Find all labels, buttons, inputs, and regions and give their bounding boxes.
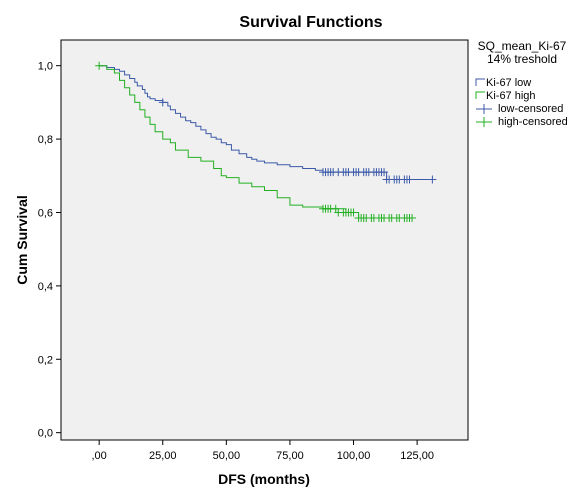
y-axis-label: Cum Survival [14, 195, 30, 284]
x-tick-label: 75,00 [276, 450, 304, 462]
x-tick-label: 50,00 [213, 450, 241, 462]
plot-area [60, 39, 469, 441]
survival-curves [99, 65, 433, 219]
censor-marks [95, 61, 437, 222]
chart-title: Survival Functions [239, 14, 382, 31]
x-tick-label: ,00 [92, 450, 107, 462]
survival-curve-low [99, 65, 433, 180]
x-tick-label: 25,00 [149, 450, 177, 462]
survival-curve-high [99, 65, 413, 219]
y-tick-label: 0,0 [38, 428, 53, 440]
legend: SQ_mean_Ki-67 14% treshold Ki-67 low Ki-… [475, 39, 568, 128]
legend-plus-icon [476, 117, 492, 127]
y-tick-label: 0,4 [38, 281, 53, 293]
legend-plus-icon [476, 104, 492, 114]
high-censor-mark [408, 213, 417, 222]
legend-title-line1: SQ_mean_Ki-67 [478, 39, 567, 53]
low-censor-mark [380, 168, 389, 177]
x-axis-label: DFS (months) [218, 471, 310, 487]
legend-entry-high-censored: high-censored [498, 116, 568, 128]
y-tick-label: 0,2 [38, 354, 53, 366]
x-tick-label: 100,00 [337, 450, 371, 462]
high-censor-mark [95, 61, 104, 70]
y-tick-label: 0,8 [38, 134, 53, 146]
legend-step-icon [475, 91, 485, 99]
legend-entry-ki67-low: Ki-67 low [486, 77, 531, 89]
legend-entry-ki67-high: Ki-67 high [486, 90, 536, 102]
low-censor-mark [405, 175, 414, 184]
y-tick-label: 0,6 [38, 207, 53, 219]
high-censor-mark [349, 208, 358, 217]
y-axis: 0,0 0,2 0,4 0,6 0,8 1,0 [38, 61, 61, 440]
low-censor-mark [158, 98, 167, 107]
legend-title-line2: 14% treshold [487, 52, 557, 66]
x-axis: ,00 25,00 50,00 75,00 100,00 125,00 [92, 440, 434, 462]
x-tick-label: 125,00 [400, 450, 434, 462]
legend-entry-low-censored: low-censored [498, 103, 563, 115]
y-tick-label: 1,0 [38, 61, 53, 73]
legend-step-icon [475, 78, 485, 86]
low-censor-mark [428, 175, 437, 184]
